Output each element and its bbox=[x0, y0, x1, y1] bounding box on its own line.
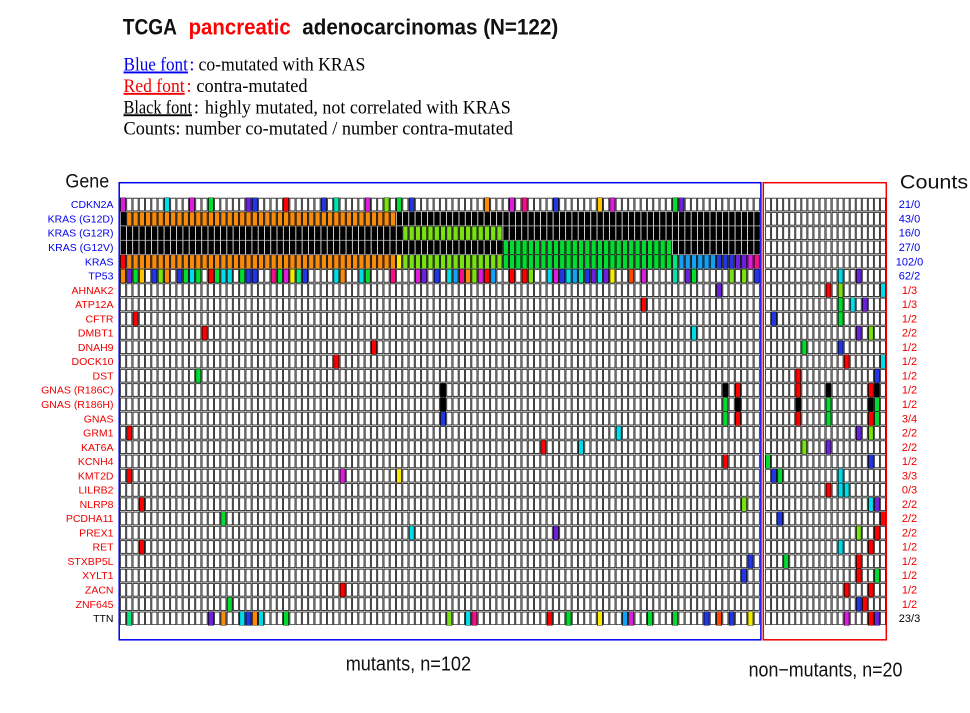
svg-text:PCDHA11: PCDHA11 bbox=[66, 513, 114, 525]
svg-text:27/0: 27/0 bbox=[899, 242, 920, 254]
svg-text:STXBP5L: STXBP5L bbox=[67, 556, 113, 568]
svg-text:XYLT1: XYLT1 bbox=[82, 570, 113, 582]
svg-text:DST: DST bbox=[93, 370, 115, 382]
svg-text:non−mutants, n=20: non−mutants, n=20 bbox=[749, 660, 903, 682]
svg-text:1/3: 1/3 bbox=[902, 285, 917, 297]
svg-text:mutants, n=102: mutants, n=102 bbox=[346, 654, 471, 676]
svg-text:AHNAK2: AHNAK2 bbox=[71, 285, 113, 297]
svg-text:GRM1: GRM1 bbox=[83, 428, 113, 440]
svg-text:1/2: 1/2 bbox=[902, 370, 917, 382]
svg-text:TCGA: TCGA bbox=[123, 15, 177, 40]
svg-text:1/3: 1/3 bbox=[902, 299, 917, 311]
svg-text:KRAS (G12R): KRAS (G12R) bbox=[48, 228, 114, 240]
svg-text:RET: RET bbox=[93, 542, 115, 554]
svg-text:43/0: 43/0 bbox=[899, 213, 920, 225]
svg-text:16/0: 16/0 bbox=[899, 228, 920, 240]
svg-text:co-mutated with KRAS: co-mutated with KRAS bbox=[199, 55, 366, 76]
svg-text:ATP12A: ATP12A bbox=[75, 299, 113, 311]
svg-text:KRAS: KRAS bbox=[85, 256, 114, 268]
svg-text:KAT6A: KAT6A bbox=[81, 442, 113, 454]
svg-text:1/2: 1/2 bbox=[902, 342, 917, 354]
svg-text:GNAS: GNAS bbox=[84, 413, 114, 425]
svg-text:2/2: 2/2 bbox=[902, 428, 917, 440]
svg-text:2/2: 2/2 bbox=[902, 442, 917, 454]
svg-text:CFTR: CFTR bbox=[86, 313, 114, 325]
svg-text:3/3: 3/3 bbox=[902, 470, 917, 482]
svg-text:GNAS (R186C): GNAS (R186C) bbox=[41, 385, 113, 397]
svg-text:2/2: 2/2 bbox=[902, 328, 917, 340]
svg-text:KRAS (G12D): KRAS (G12D) bbox=[48, 213, 114, 225]
svg-text:23/3: 23/3 bbox=[899, 613, 920, 625]
svg-text:1/2: 1/2 bbox=[902, 456, 917, 468]
svg-text:DMBT1: DMBT1 bbox=[78, 328, 114, 340]
svg-text:1/2: 1/2 bbox=[902, 313, 917, 325]
svg-text:pancreatic: pancreatic bbox=[189, 15, 291, 40]
svg-text:KCNH4: KCNH4 bbox=[78, 456, 114, 468]
svg-text:Blue font: Blue font bbox=[124, 55, 189, 76]
svg-text:2/2: 2/2 bbox=[902, 527, 917, 539]
svg-text:Counts: number co-mutated / nu: Counts: number co-mutated / number contr… bbox=[124, 119, 514, 140]
svg-text:62/2: 62/2 bbox=[899, 271, 920, 283]
svg-text:CDKN2A: CDKN2A bbox=[71, 199, 114, 211]
svg-text:1/2: 1/2 bbox=[902, 385, 917, 397]
svg-text:0/3: 0/3 bbox=[902, 485, 917, 497]
svg-text:ZNF645: ZNF645 bbox=[76, 599, 114, 611]
svg-text:Gene: Gene bbox=[65, 172, 109, 193]
svg-text:GNAS (R186H): GNAS (R186H) bbox=[41, 399, 113, 411]
svg-text:3/4: 3/4 bbox=[902, 413, 917, 425]
svg-text:contra-mutated: contra-mutated bbox=[196, 76, 308, 97]
svg-text:KMT2D: KMT2D bbox=[78, 470, 114, 482]
svg-text:2/2: 2/2 bbox=[902, 499, 917, 511]
svg-text:Counts: Counts bbox=[900, 173, 968, 194]
svg-text:1/2: 1/2 bbox=[902, 399, 917, 411]
svg-text:2/2: 2/2 bbox=[902, 513, 917, 525]
svg-text:adenocarcinomas (N=122): adenocarcinomas (N=122) bbox=[302, 15, 558, 40]
svg-text:1/2: 1/2 bbox=[902, 599, 917, 611]
svg-text:ZACN: ZACN bbox=[85, 584, 114, 596]
svg-text:1/2: 1/2 bbox=[902, 584, 917, 596]
svg-text:highly mutated, not correlated: highly mutated, not correlated with KRAS bbox=[205, 97, 511, 118]
svg-text:DNAH9: DNAH9 bbox=[78, 342, 114, 354]
svg-text:1/2: 1/2 bbox=[902, 356, 917, 368]
svg-text:TTN: TTN bbox=[93, 613, 113, 625]
svg-text:PREX1: PREX1 bbox=[79, 527, 114, 539]
svg-text::: : bbox=[194, 97, 199, 118]
svg-text:TP53: TP53 bbox=[88, 271, 113, 283]
svg-text:1/2: 1/2 bbox=[902, 570, 917, 582]
svg-text:Red font: Red font bbox=[124, 76, 186, 97]
svg-text:1/2: 1/2 bbox=[902, 542, 917, 554]
svg-text:DOCK10: DOCK10 bbox=[71, 356, 113, 368]
svg-text::: : bbox=[189, 55, 194, 76]
svg-text:NLRP8: NLRP8 bbox=[80, 499, 114, 511]
svg-text::: : bbox=[186, 76, 191, 97]
svg-text:LILRB2: LILRB2 bbox=[78, 485, 113, 497]
svg-text:Black font: Black font bbox=[124, 97, 193, 118]
svg-text:KRAS (G12V): KRAS (G12V) bbox=[48, 242, 113, 254]
svg-text:1/2: 1/2 bbox=[902, 556, 917, 568]
svg-text:21/0: 21/0 bbox=[899, 199, 920, 211]
svg-text:102/0: 102/0 bbox=[896, 256, 924, 268]
